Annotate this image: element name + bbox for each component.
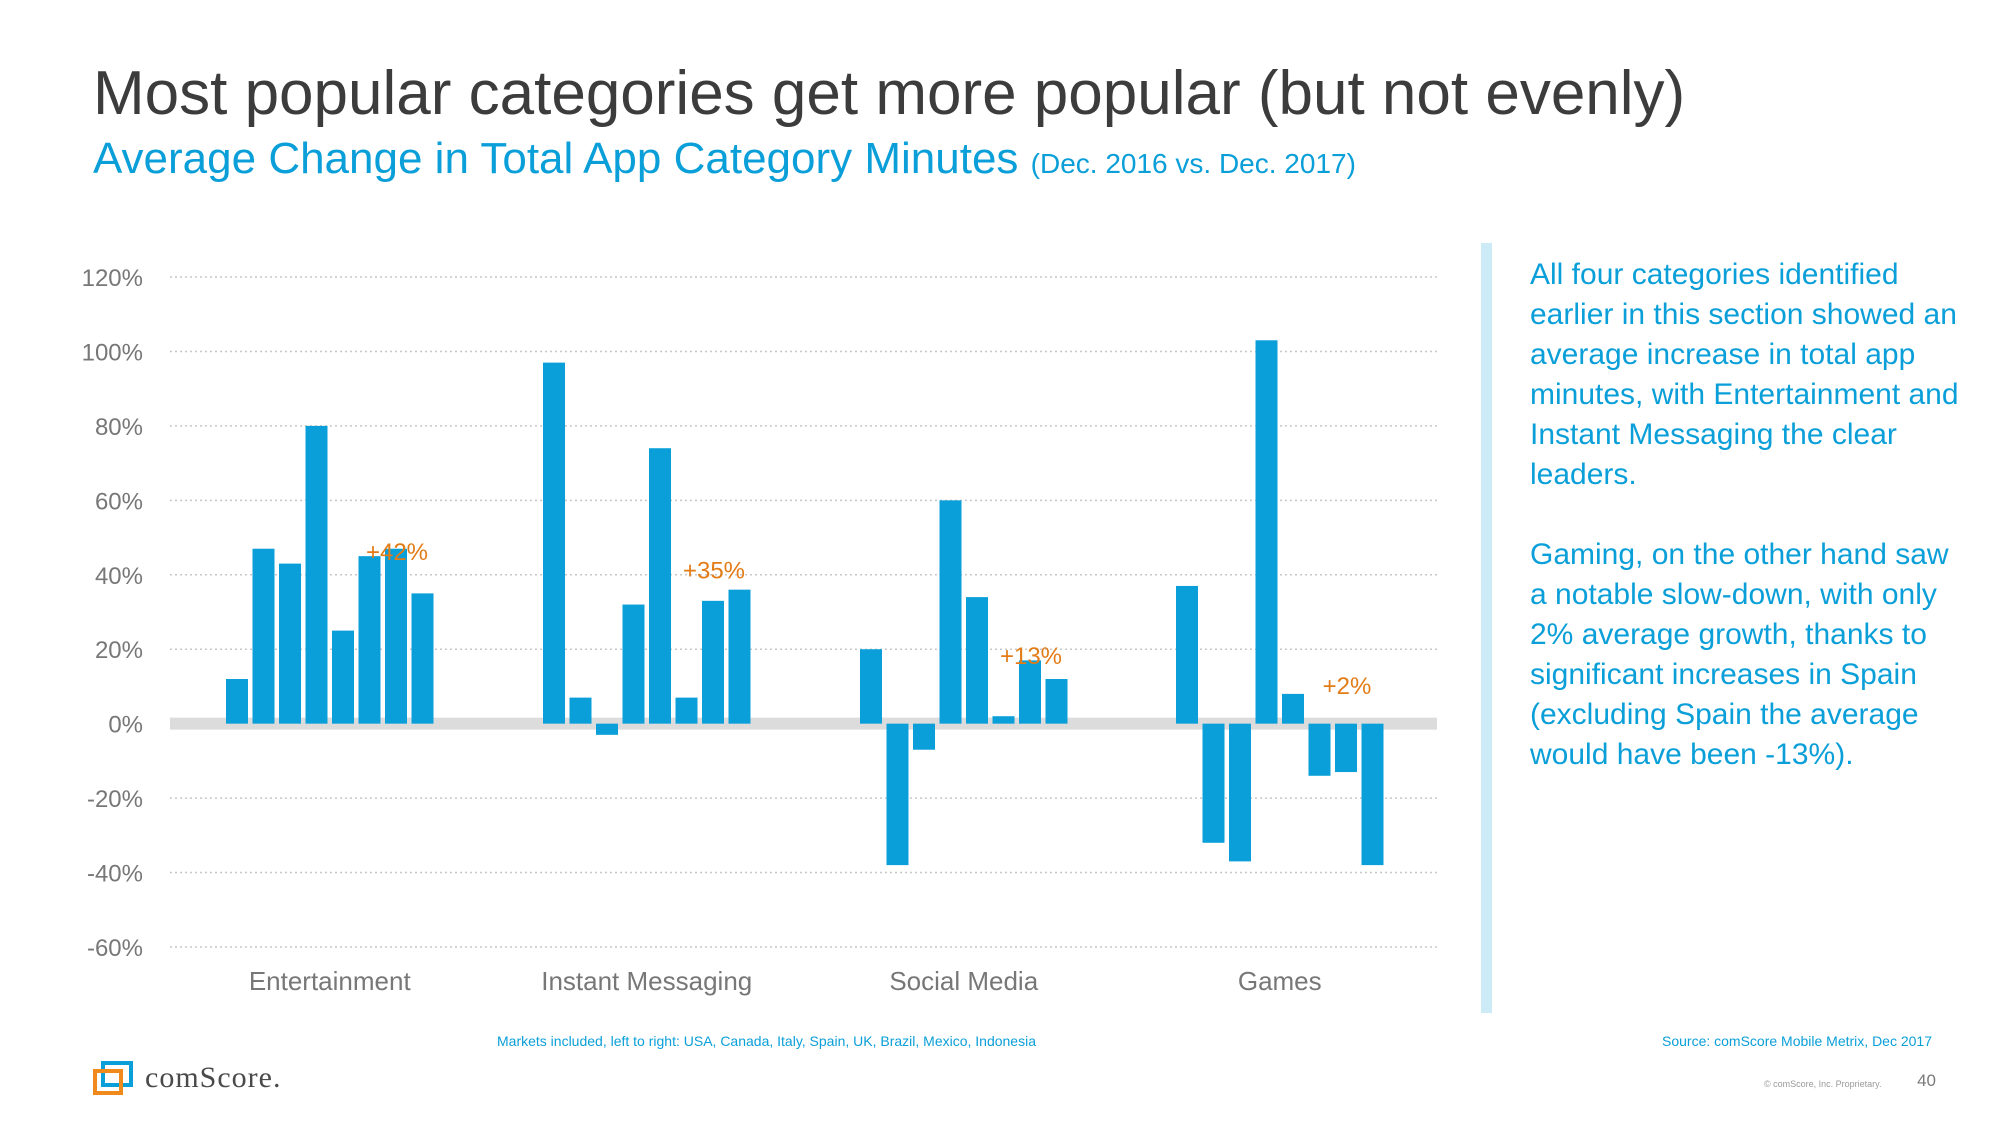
source-note: Source: comScore Mobile Metrix, Dec 2017 bbox=[1662, 1033, 1932, 1049]
bar bbox=[305, 425, 328, 724]
markets-note: Markets included, left to right: USA, Ca… bbox=[497, 1033, 1036, 1049]
y-tick-label: -20% bbox=[87, 786, 143, 813]
bar bbox=[279, 563, 301, 724]
bar bbox=[332, 630, 354, 724]
bar bbox=[1335, 723, 1357, 773]
bar bbox=[860, 649, 882, 724]
y-tick-label: -60% bbox=[87, 935, 143, 962]
bar bbox=[675, 697, 698, 724]
bar-chart: 120% 100% 80% 60% 40% 20% 0% -20% -40% -60% Entert… bbox=[82, 265, 1437, 996]
y-tick-label: 120% bbox=[82, 265, 143, 292]
x-category-label: Instant Messaging bbox=[541, 966, 752, 996]
comscore-logo-icon bbox=[93, 1061, 133, 1095]
y-tick-label: 40% bbox=[95, 563, 143, 590]
bar bbox=[358, 556, 381, 724]
logo-wordmark: comScore. bbox=[145, 1061, 282, 1094]
zero-baseline bbox=[170, 717, 1437, 730]
bar bbox=[1255, 340, 1278, 724]
average-annotation: +2% bbox=[1323, 673, 1372, 700]
y-tick-label: -40% bbox=[87, 861, 143, 888]
bar bbox=[543, 362, 565, 724]
sidebar-paragraph-1: All four categories identified earlier i… bbox=[1530, 258, 1959, 491]
bar bbox=[1308, 723, 1331, 776]
bar bbox=[966, 597, 988, 724]
copyright-note: © comScore, Inc. Proprietary. bbox=[1764, 1079, 1882, 1089]
average-annotation: +42% bbox=[366, 539, 428, 566]
x-category-label: Social Media bbox=[889, 966, 1038, 996]
bar bbox=[1045, 679, 1068, 724]
bar bbox=[1361, 723, 1384, 866]
bar bbox=[252, 548, 275, 724]
comscore-logo: comScore. bbox=[93, 1058, 281, 1098]
bar bbox=[886, 723, 909, 866]
sidebar-paragraph-2: Gaming, on the other hand saw a notable … bbox=[1530, 538, 1949, 771]
bar bbox=[385, 548, 407, 724]
bar bbox=[1176, 585, 1198, 724]
bar bbox=[1202, 723, 1225, 843]
bar bbox=[1229, 723, 1251, 862]
bar bbox=[596, 723, 618, 735]
bar bbox=[1019, 660, 1041, 724]
y-tick-label: 80% bbox=[95, 414, 143, 441]
bar bbox=[649, 448, 671, 724]
y-tick-label: 100% bbox=[82, 339, 143, 366]
x-category-label: Games bbox=[1238, 966, 1322, 996]
sidebar-divider bbox=[1481, 243, 1492, 1013]
average-annotation: +35% bbox=[683, 558, 745, 585]
subtitle-period: (Dec. 2016 vs. Dec. 2017) bbox=[1030, 148, 1356, 179]
bar bbox=[992, 716, 1015, 724]
subtitle-main: Average Change in Total App Category Min… bbox=[93, 134, 1019, 183]
bar bbox=[622, 604, 645, 724]
bar bbox=[939, 500, 962, 724]
y-tick-label: 60% bbox=[95, 488, 143, 515]
y-tick-label: 20% bbox=[95, 637, 143, 664]
bar bbox=[411, 593, 434, 724]
page-number: 40 bbox=[1917, 1071, 1936, 1090]
bar bbox=[569, 697, 592, 724]
bar bbox=[702, 600, 724, 724]
bar bbox=[1282, 693, 1304, 724]
average-annotation: +13% bbox=[1000, 643, 1062, 670]
bar bbox=[728, 589, 751, 724]
bar bbox=[226, 679, 248, 724]
page-title: Most popular categories get more popular… bbox=[93, 59, 1686, 128]
chart-subtitle: Average Change in Total App Category Min… bbox=[93, 134, 1356, 184]
x-category-label: Entertainment bbox=[249, 966, 412, 996]
sidebar-commentary: All four categories identified earlier i… bbox=[1530, 255, 1970, 775]
y-tick-label: 0% bbox=[108, 712, 143, 739]
bar bbox=[913, 723, 935, 750]
